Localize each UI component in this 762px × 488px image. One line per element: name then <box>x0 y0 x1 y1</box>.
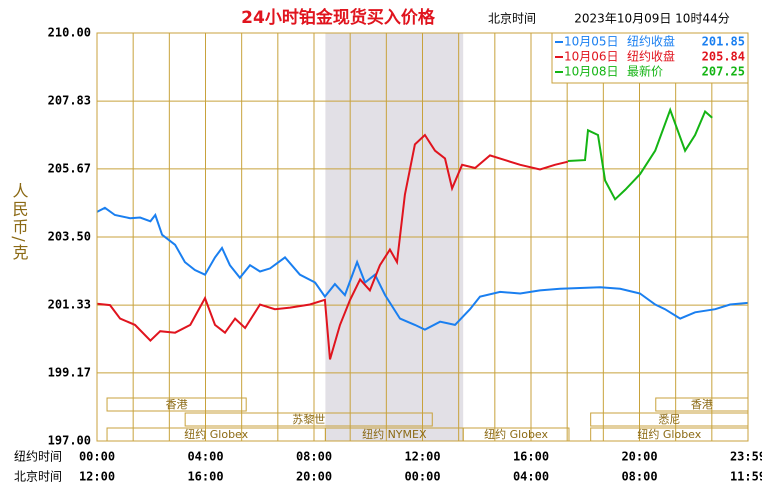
session-bar <box>106 397 247 412</box>
x-tick-label-beijing: 00:00 <box>404 470 440 484</box>
x-tick-label: 04:00 <box>187 450 223 464</box>
x-tick-label: 00:00 <box>79 450 115 464</box>
legend-label: 最新价 <box>627 64 663 79</box>
series-line <box>96 133 569 360</box>
session-label: 纽约 Globex <box>484 427 548 441</box>
x-row-label: 纽约时间 <box>14 449 62 464</box>
legend-label: 纽约收盘 <box>627 34 675 49</box>
x-tick-label: 23:59 <box>730 450 762 464</box>
x-tick-label-beijing: 11:59 <box>730 470 762 484</box>
x-row-label: 北京时间 <box>14 470 62 484</box>
session-label: 纽约 Globex <box>637 427 701 441</box>
y-tick-label: 199.17 <box>48 365 91 379</box>
x-tick-label: 12:00 <box>404 450 440 464</box>
legend-name: 10月05日 <box>564 35 619 49</box>
timezone-label: 北京时间 <box>488 12 536 26</box>
y-axis-label: 人民币/克 <box>10 182 29 261</box>
x-tick-label-beijing: 16:00 <box>187 470 223 484</box>
y-tick-label: 197.00 <box>48 434 91 448</box>
legend-value: 207.25 <box>702 65 745 79</box>
x-tick-label-beijing: 20:00 <box>296 470 332 484</box>
x-tick-label: 20:00 <box>621 450 657 464</box>
session-label: 香港 <box>166 398 188 411</box>
x-tick-label: 08:00 <box>296 450 332 464</box>
legend-value: 201.85 <box>702 35 745 49</box>
x-tick-label-beijing: 08:00 <box>621 470 657 484</box>
y-tick-label: 210.00 <box>48 26 91 40</box>
session-label: 纽约 NYMEX <box>362 427 427 441</box>
session-label: 纽约 Globex <box>184 427 248 441</box>
x-tick-label-beijing: 12:00 <box>79 470 115 484</box>
timestamp: 2023年10月09日 10时44分 <box>574 12 729 26</box>
y-tick-label: 203.50 <box>48 230 91 244</box>
session-label: 悉尼 <box>658 413 680 426</box>
y-tick-label: 201.33 <box>48 298 91 312</box>
series-line <box>96 206 749 331</box>
plot-border <box>96 32 749 442</box>
legend-name: 10月06日 <box>564 50 619 64</box>
session-bar <box>184 412 433 427</box>
legend-name: 10月08日 <box>564 65 619 79</box>
chart-title: 24小时铂金现货买入价格 <box>241 7 436 28</box>
session-label: 苏黎世 <box>292 412 325 426</box>
legend-value: 205.84 <box>702 50 745 64</box>
legend-box <box>551 32 749 84</box>
session-label: 香港 <box>691 398 713 411</box>
x-tick-label: 16:00 <box>513 450 549 464</box>
legend-label: 纽约收盘 <box>627 49 675 64</box>
series-line <box>567 106 713 201</box>
x-tick-label-beijing: 04:00 <box>513 470 549 484</box>
y-tick-label: 205.67 <box>48 161 91 175</box>
y-tick-label: 207.83 <box>48 94 91 108</box>
